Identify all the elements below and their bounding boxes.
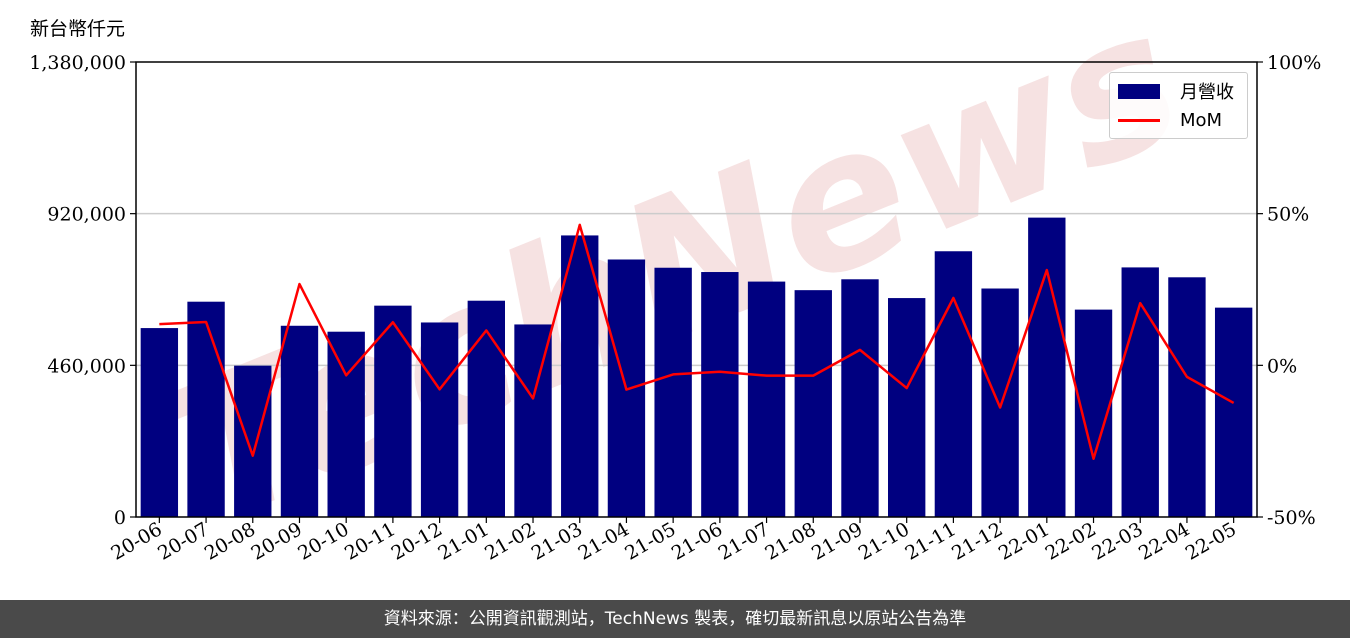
bar-20-06 <box>140 328 179 517</box>
source-footer: 資料來源：公開資訊觀測站，TechNews 製表，確切最新訊息以原站公告為準 <box>0 600 1350 638</box>
bar-22-01 <box>1028 217 1066 518</box>
right-tick-label: 0% <box>1267 355 1297 377</box>
x-tick-label-21-02: 21-02 <box>481 518 539 564</box>
x-tick-label-20-12: 20-12 <box>388 518 446 564</box>
plot-border <box>135 61 1258 518</box>
bar-21-03 <box>561 235 599 517</box>
bar-21-09 <box>841 279 879 517</box>
bar-21-10 <box>888 298 926 517</box>
x-tick-label-21-10: 21-10 <box>855 518 913 564</box>
y-axis-unit-label: 新台幣仟元 <box>30 18 126 40</box>
left-tick-label: 460,000 <box>47 355 126 377</box>
left-tick-label: 1,380,000 <box>29 52 126 74</box>
left-y-axis: 0 460,000 920,000 1,380,000 <box>29 52 136 529</box>
bar-21-12 <box>981 288 1019 517</box>
x-tick-label-21-12: 21-12 <box>948 518 1006 564</box>
x-tick-label-22-04: 22-04 <box>1135 518 1193 564</box>
x-tick-label-21-07: 21-07 <box>715 518 773 564</box>
x-tick-label-20-07: 20-07 <box>154 518 212 564</box>
x-tick-label-21-08: 21-08 <box>761 518 819 564</box>
x-tick-label-21-11: 21-11 <box>901 518 959 564</box>
x-tick-label-21-09: 21-09 <box>808 518 866 564</box>
bar-series <box>140 217 1253 518</box>
bar-20-07 <box>187 301 225 517</box>
x-tick-label-21-01: 21-01 <box>434 518 492 564</box>
x-tick-label-21-05: 21-05 <box>621 518 679 564</box>
x-tick-label-22-01: 22-01 <box>995 518 1053 564</box>
bar-22-05 <box>1214 307 1253 517</box>
bar-21-05 <box>654 267 692 517</box>
x-tick-label-21-06: 21-06 <box>668 518 726 564</box>
bar-21-01 <box>467 300 505 517</box>
right-y-axis: -50% 0% 50% 100% <box>1257 52 1321 529</box>
bar-22-03 <box>1121 267 1159 517</box>
x-tick-label-22-03: 22-03 <box>1088 518 1146 564</box>
x-tick-label-21-04: 21-04 <box>574 518 632 564</box>
bar-21-11 <box>934 251 973 518</box>
bar-21-06 <box>701 272 739 517</box>
x-tick-label-22-02: 22-02 <box>1042 518 1100 564</box>
x-tick-label-20-11: 20-11 <box>341 518 399 564</box>
right-tick-label: 50% <box>1267 204 1309 226</box>
bar-21-08 <box>794 290 832 517</box>
mom-line <box>159 223 1235 461</box>
legend-item-line: MoM <box>1118 108 1222 132</box>
bar-20-09 <box>280 325 319 517</box>
plot-frame <box>135 61 1258 518</box>
legend-bar-label: 月營收 <box>1180 82 1234 103</box>
legend: 月營收 MoM <box>1109 72 1248 139</box>
left-tick-label: 920,000 <box>47 204 126 226</box>
bar-22-04 <box>1168 277 1206 517</box>
legend-line-label: MoM <box>1180 109 1223 131</box>
legend-bar-swatch <box>1118 83 1160 99</box>
bar-21-07 <box>747 281 786 517</box>
mom-line-series <box>159 223 1235 461</box>
x-tick-label-21-03: 21-03 <box>528 518 586 564</box>
left-tick-label: 0 <box>114 507 126 529</box>
x-tick-label-22-05: 22-05 <box>1182 518 1240 564</box>
legend-item-bar: 月營收 <box>1118 79 1234 103</box>
bar-20-12 <box>420 322 459 517</box>
bar-20-08 <box>234 365 272 517</box>
right-tick-label: -50% <box>1267 507 1316 529</box>
legend-line-swatch <box>1118 118 1160 122</box>
right-tick-label: 100% <box>1267 52 1321 74</box>
